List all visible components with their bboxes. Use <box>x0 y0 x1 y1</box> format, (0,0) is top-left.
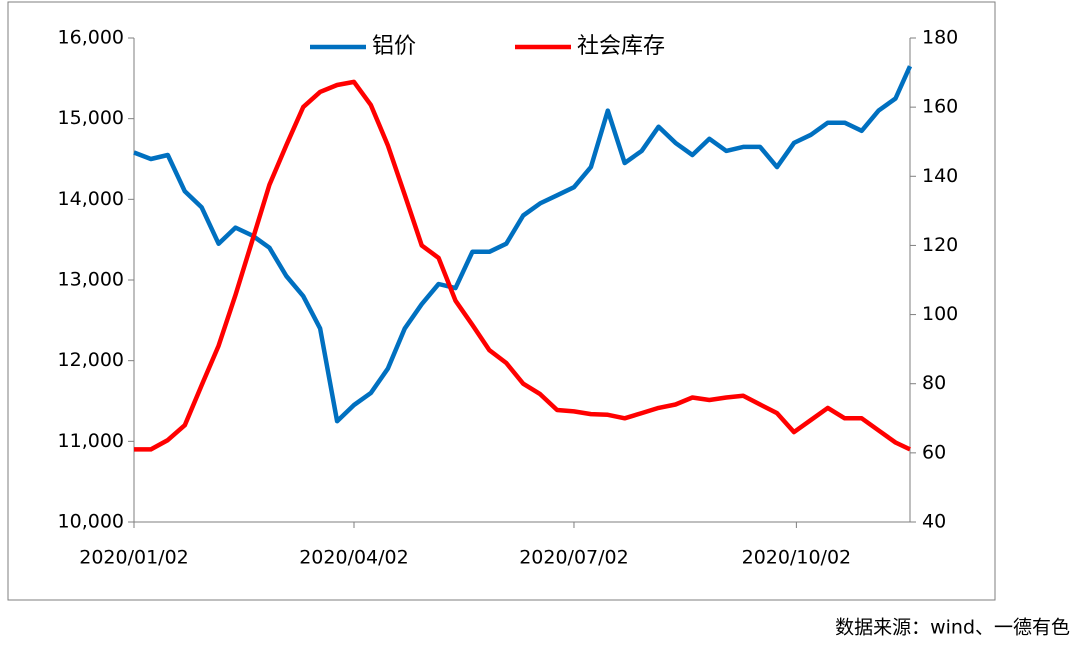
y-tick-label: 13,000 <box>58 269 124 291</box>
chart-frame <box>7 1 996 601</box>
y2-tick-label: 180 <box>922 27 958 49</box>
y2-tick-label: 40 <box>922 511 946 533</box>
x-tick-label: 2020/04/02 <box>299 547 409 569</box>
y2-tick-label: 60 <box>922 441 946 463</box>
legend-label: 社会库存 <box>577 34 665 59</box>
series-line <box>134 79 911 452</box>
y2-tick-label: 100 <box>922 303 958 325</box>
x-tick-label: 2020/10/02 <box>742 547 852 569</box>
y-tick-label: 12,000 <box>58 349 124 371</box>
y-tick-label: 15,000 <box>58 107 124 129</box>
y-tick-label: 11,000 <box>58 430 124 452</box>
y-tick-label: 16,000 <box>58 27 124 49</box>
y2-tick-label: 120 <box>922 234 958 256</box>
source-note: 数据来源：wind、一德有色 <box>835 617 1070 639</box>
y2-tick-label: 140 <box>922 165 958 187</box>
legend-label: 铝价 <box>372 34 416 59</box>
series-line <box>133 65 913 424</box>
y2-tick-label: 160 <box>922 96 958 118</box>
y-tick-label: 10,000 <box>58 511 124 533</box>
x-tick-label: 2020/07/02 <box>519 547 629 569</box>
y-tick-label: 14,000 <box>58 188 124 210</box>
y2-tick-label: 80 <box>922 372 946 394</box>
x-tick-label: 2020/01/02 <box>79 547 189 569</box>
